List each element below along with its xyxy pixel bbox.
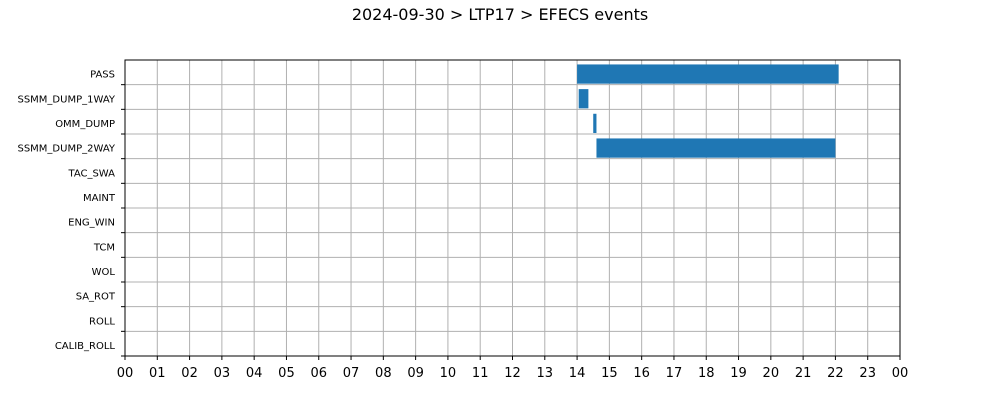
x-tick-label: 23 (859, 366, 876, 381)
y-tick-label: SA_ROT (76, 292, 116, 303)
x-tick-label: 06 (310, 366, 327, 381)
event-bar (596, 138, 836, 158)
y-tick-label: TAC_SWA (67, 168, 115, 179)
x-tick-label: 21 (795, 366, 812, 381)
y-tick-label: SSMM_DUMP_1WAY (17, 94, 115, 105)
x-tick-label: 13 (537, 366, 554, 381)
x-tick-label: 22 (827, 366, 844, 381)
event-bar (593, 113, 597, 134)
x-tick-label: 05 (278, 366, 295, 381)
x-tick-label: 04 (246, 366, 263, 381)
event-bar (578, 89, 589, 109)
x-tick-label: 10 (440, 366, 457, 381)
x-tick-label: 07 (343, 366, 360, 381)
y-tick-label: OMM_DUMP (55, 119, 115, 130)
y-tick-label: ENG_WIN (68, 218, 115, 229)
x-tick-label: 18 (698, 366, 715, 381)
x-tick-label: 16 (633, 366, 650, 381)
x-tick-label: 00 (117, 366, 134, 381)
x-tick-label: 15 (601, 366, 618, 381)
chart-title: 2024-09-30 > LTP17 > EFECS events (351, 5, 649, 24)
event-bar (577, 64, 839, 84)
x-tick-label: 01 (149, 366, 166, 381)
x-tick-label: 19 (730, 366, 747, 381)
y-tick-label: ROLL (89, 316, 115, 327)
y-tick-label: TCM (93, 242, 115, 253)
x-tick-label: 08 (375, 366, 392, 381)
x-axis-ticks: 00 01 02 03 04 05 06 07 08 09 10 11 12 13 14 15 16 17 18 19… (117, 356, 909, 381)
y-tick-label: PASS (90, 70, 115, 81)
x-tick-label: 20 (763, 366, 780, 381)
x-tick-label: 03 (214, 366, 231, 381)
y-tick-label: WOL (92, 267, 116, 278)
y-tick-label: CALIB_ROLL (55, 341, 116, 352)
event-bars (577, 64, 839, 158)
x-tick-label: 02 (181, 366, 198, 381)
x-tick-label: 12 (504, 366, 521, 381)
y-tick-label: SSMM_DUMP_2WAY (17, 144, 115, 155)
grid-lines (125, 60, 900, 356)
x-tick-label: 09 (407, 366, 424, 381)
y-axis-ticks: PASS SSMM_DUMP_1WAY OMM_DUMP SSMM_DUMP_2WAY… (17, 70, 125, 357)
y-tick-label: MAINT (83, 193, 116, 204)
x-tick-label: 00 (892, 366, 909, 381)
x-tick-label: 14 (569, 366, 586, 381)
x-tick-label: 11 (472, 366, 489, 381)
x-tick-label: 17 (666, 366, 683, 381)
